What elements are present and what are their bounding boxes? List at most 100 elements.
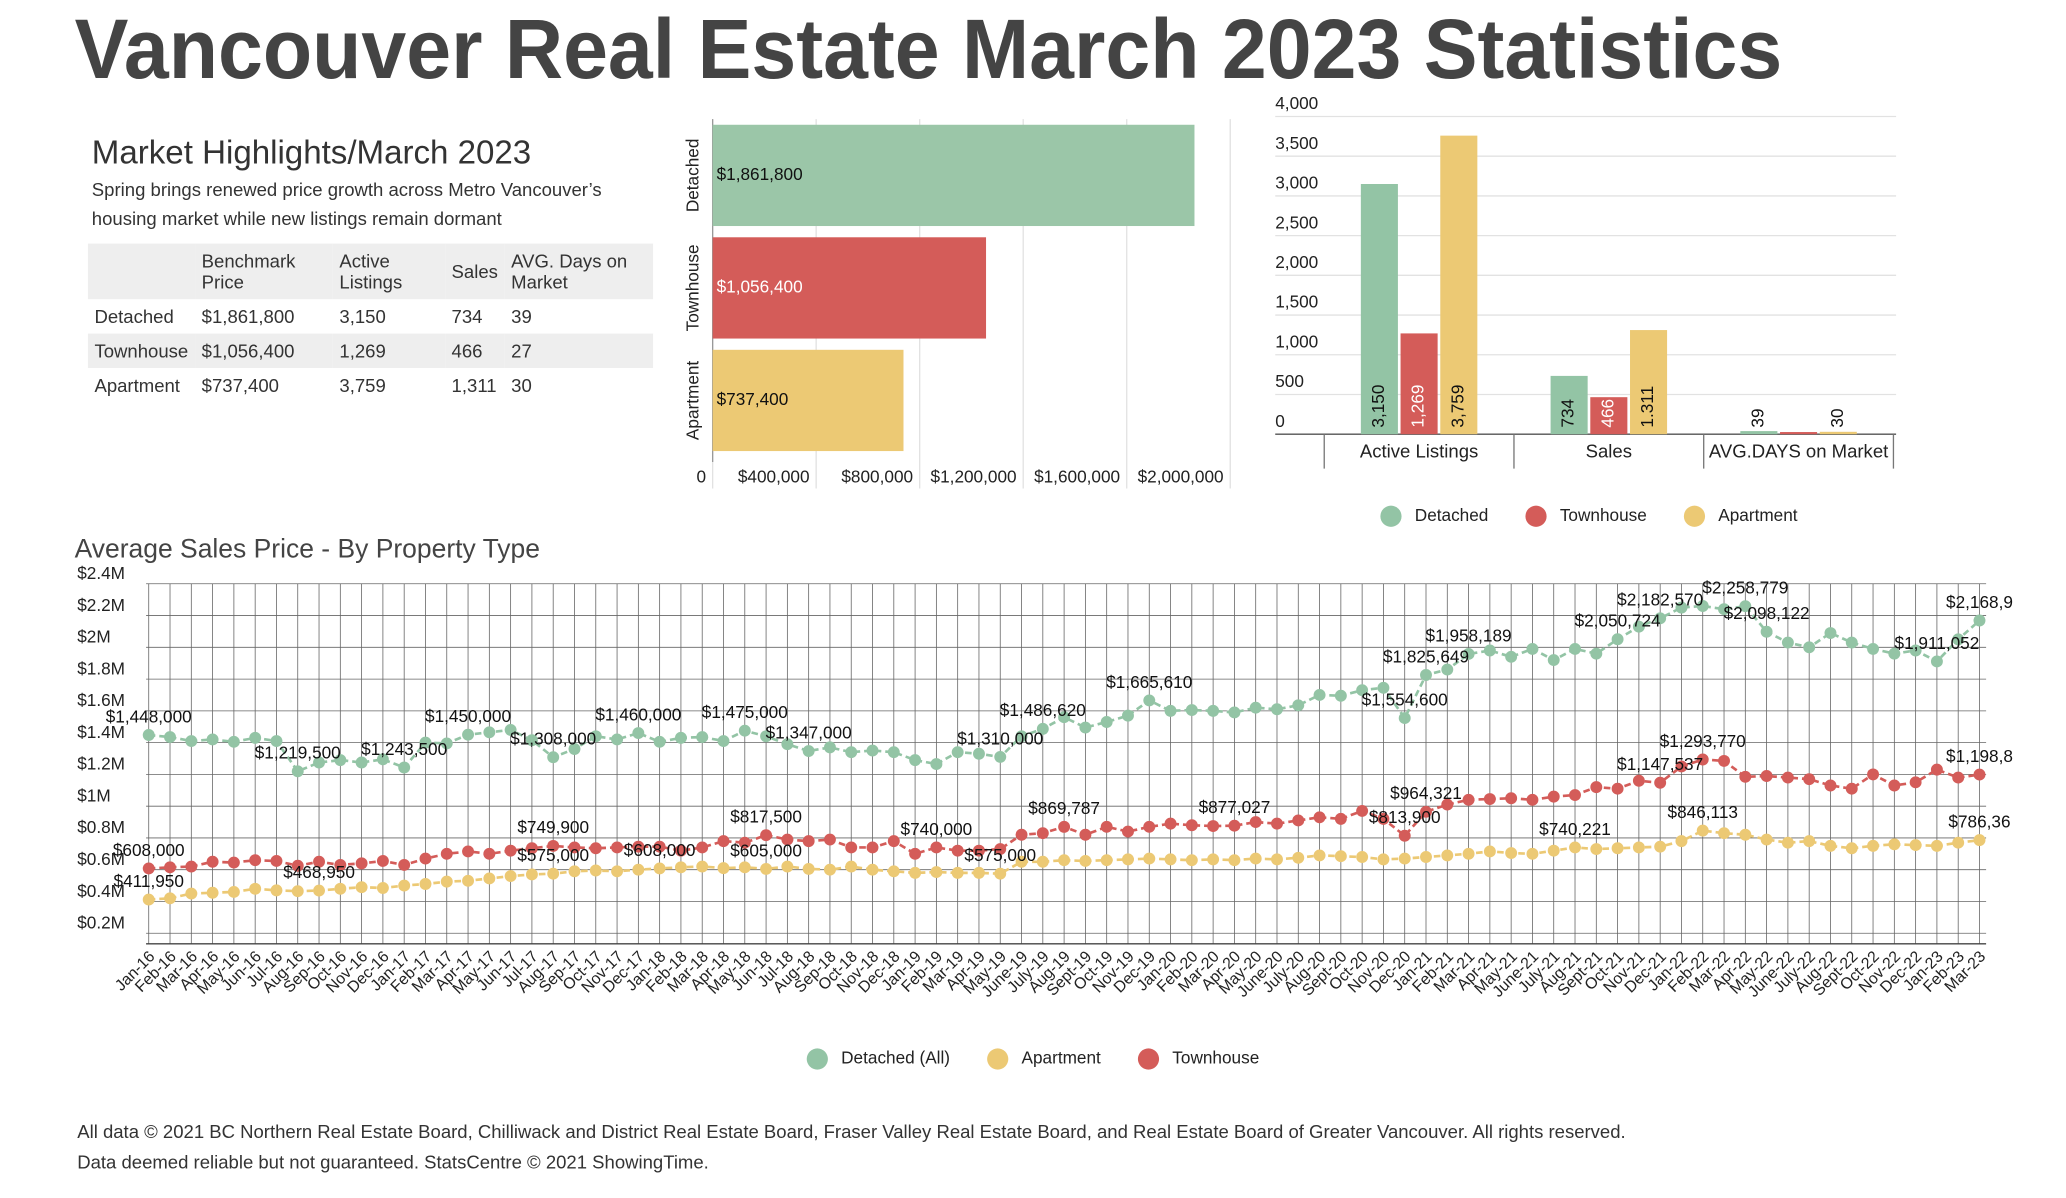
- data-point: [1781, 771, 1794, 784]
- data-point: [291, 885, 304, 898]
- data-point: [1569, 642, 1581, 655]
- data-point: [1313, 811, 1326, 824]
- y-tick-label: $2.4M: [77, 563, 125, 583]
- footer-line: Data deemed reliable but not guaranteed.…: [77, 1151, 709, 1172]
- y-tick-label: $1.8M: [77, 658, 125, 678]
- data-label: $740,000: [901, 819, 973, 839]
- data-point: [376, 855, 389, 867]
- table-cell: 3,150: [339, 305, 386, 327]
- bar-value-label: 1,269: [1408, 385, 1428, 428]
- data-label: $608,000: [624, 840, 696, 860]
- data-label: $1,243,500: [361, 739, 447, 759]
- data-point: [1654, 776, 1667, 789]
- data-point: [504, 723, 517, 736]
- data-point: [164, 731, 176, 744]
- data-point: [1739, 600, 1752, 613]
- data-point: [866, 841, 879, 854]
- data-point: [483, 872, 496, 885]
- data-point: [1483, 793, 1496, 805]
- table-row: Townhouse $1,056,400 1,269 466 27: [87, 333, 654, 369]
- data-point: [1952, 771, 1965, 784]
- data-point: [1015, 855, 1028, 868]
- data-point: [291, 765, 304, 778]
- data-point: [1334, 689, 1347, 702]
- table-cell: 1,269: [339, 340, 386, 362]
- data-point: [440, 875, 453, 888]
- data-point: [1271, 703, 1283, 716]
- data-point: [866, 744, 879, 757]
- data-point: [1718, 827, 1730, 840]
- data-point: [845, 841, 858, 854]
- data-point: [1632, 841, 1645, 854]
- data-point: [1803, 835, 1816, 848]
- data-point: [1547, 844, 1560, 857]
- y-tick-label: 4,000: [1275, 93, 1318, 113]
- data-point: [909, 847, 922, 860]
- data-point: [334, 858, 347, 871]
- data-point: [1952, 633, 1965, 646]
- data-point: [483, 726, 496, 739]
- data-point: [632, 727, 645, 740]
- data-point: [355, 881, 368, 894]
- data-point: [696, 731, 709, 744]
- data-label: $1,450,000: [425, 706, 511, 726]
- data-point: [1292, 851, 1305, 864]
- data-point: [1228, 854, 1241, 867]
- data-point: [781, 738, 794, 751]
- bar-value-label: $1,861,800: [717, 164, 803, 184]
- category-label: Detached: [683, 139, 703, 213]
- data-point: [845, 860, 858, 873]
- data-point: [313, 756, 325, 769]
- data-point: [994, 750, 1007, 763]
- y-tick-label: $1.2M: [77, 754, 125, 774]
- chart-title: Average Sales Price - By Property Type: [75, 534, 540, 564]
- data-point: [1590, 647, 1603, 660]
- data-point: [1483, 644, 1496, 657]
- data-point: [802, 862, 815, 875]
- data-point: [291, 859, 304, 872]
- data-point: [1867, 839, 1880, 852]
- data-point: [1079, 828, 1092, 841]
- data-point: [611, 733, 624, 746]
- category-label: Apartment: [683, 361, 703, 441]
- data-point: [1334, 812, 1347, 825]
- data-point: [823, 741, 836, 754]
- y-tick-label: 1,500: [1275, 292, 1318, 312]
- data-point: [1271, 817, 1283, 830]
- bar: [1630, 330, 1668, 435]
- data-point: [1611, 633, 1624, 646]
- data-point: [376, 753, 389, 766]
- y-tick-label: $2M: [77, 627, 110, 647]
- data-point: [696, 860, 709, 873]
- data-point: [1207, 853, 1220, 866]
- x-tick-label: $800,000: [841, 466, 913, 486]
- legend-swatch: [1137, 1048, 1160, 1070]
- legend-label: Apartment: [1718, 505, 1798, 525]
- data-label: $1,448,000: [106, 706, 192, 726]
- data-point: [738, 724, 751, 737]
- data-point: [738, 861, 751, 874]
- data-point: [1526, 793, 1539, 806]
- bar-value-label: 39: [1747, 408, 1767, 427]
- data-label: $2,168,9: [1946, 592, 2013, 612]
- data-point: [1590, 843, 1603, 856]
- bar: [1819, 431, 1857, 435]
- data-point: [227, 856, 240, 869]
- data-point: [1590, 781, 1603, 794]
- data-point: [462, 728, 475, 741]
- legend-swatch: [1683, 505, 1706, 527]
- data-point: [1526, 642, 1539, 655]
- legend-swatch: [806, 1048, 828, 1070]
- table-header: Sales: [451, 260, 498, 282]
- data-point: [823, 863, 836, 876]
- data-point: [973, 866, 985, 879]
- data-point: [1398, 712, 1411, 725]
- table-cell: 1,311: [451, 374, 497, 396]
- data-point: [1781, 836, 1794, 849]
- data-point: [206, 733, 219, 746]
- data-point: [1718, 754, 1730, 767]
- data-point: [611, 865, 624, 878]
- bar-value-label: 734: [1558, 398, 1578, 427]
- data-point: [1015, 730, 1028, 743]
- data-point: [1143, 852, 1156, 865]
